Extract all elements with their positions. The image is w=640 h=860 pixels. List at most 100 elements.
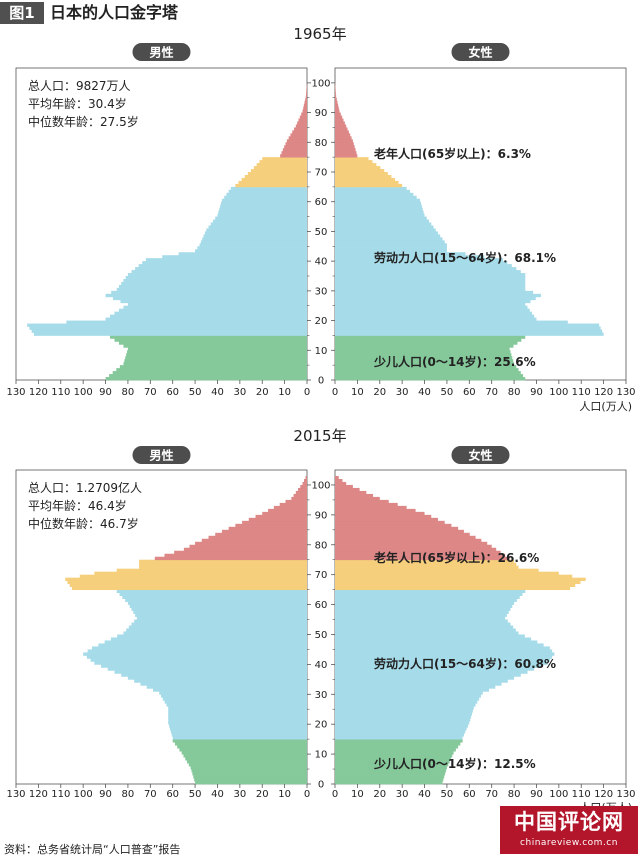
- female-x-tick-label: 70: [485, 789, 498, 800]
- female-age-bar: [335, 130, 349, 134]
- female-age-bar: [335, 745, 459, 749]
- male-age-bar: [107, 667, 308, 671]
- male-x-tick-label: 90: [99, 387, 112, 398]
- female-age-bar: [335, 160, 373, 164]
- male-age-bar: [110, 637, 307, 641]
- watermark-url: chinareview.com.cn: [520, 838, 618, 848]
- male-age-bar: [71, 586, 307, 591]
- male-x-tick-label: 20: [256, 789, 269, 800]
- male-age-bar: [202, 237, 307, 241]
- male-age-bar: [27, 323, 307, 327]
- female-age-bar: [335, 544, 492, 549]
- female-age-bar: [335, 133, 351, 137]
- stat-line: 平均年龄：46.4岁: [28, 498, 127, 513]
- female-age-bar: [335, 290, 534, 295]
- male-age-bar: [300, 484, 307, 489]
- male-age-bar: [215, 532, 307, 537]
- male-age-bar: [159, 691, 307, 695]
- female-age-bar: [335, 174, 392, 179]
- female-age-bar: [335, 121, 345, 125]
- male-age-bar: [120, 299, 307, 304]
- watermark-logo: 中国评论网 chinareview.com.cn: [500, 806, 638, 854]
- female-age-bar: [335, 622, 511, 626]
- male-age-bar: [125, 276, 307, 280]
- female-age-bar: [335, 763, 449, 767]
- female-age-bar: [335, 475, 339, 480]
- male-age-bar: [253, 166, 307, 170]
- female-x-tick-label: 30: [396, 789, 409, 800]
- male-x-tick-label: 80: [122, 387, 135, 398]
- female-age-bar: [335, 231, 438, 235]
- female-x-tick-label: 110: [572, 387, 591, 398]
- female-x-tick-label: 120: [594, 789, 613, 800]
- male-age-bar: [131, 607, 307, 611]
- female-age-bar: [335, 255, 485, 259]
- male-x-tick-label: 40: [211, 387, 224, 398]
- female-label-pill: [451, 43, 510, 61]
- male-label: 男性: [149, 45, 173, 60]
- female-age-bar: [335, 652, 555, 656]
- female-age-bar: [335, 697, 480, 701]
- female-age-bar: [335, 661, 548, 665]
- female-age-bar: [335, 754, 453, 758]
- female-x-tick-label: 40: [418, 789, 431, 800]
- female-age-bar: [335, 94, 337, 99]
- female-age-bar: [335, 712, 472, 716]
- male-age-bar: [217, 213, 307, 217]
- female-age-bar: [335, 505, 407, 510]
- age-tick-label: 30: [315, 286, 328, 297]
- female-age-bar: [335, 607, 511, 611]
- female-age-bar: [335, 127, 348, 131]
- male-age-bar: [105, 317, 308, 321]
- female-age-bar: [335, 511, 425, 516]
- male-age-bar: [128, 625, 307, 629]
- male-age-bar: [304, 100, 307, 105]
- x-axis-unit-label: 人口(万人): [579, 400, 632, 413]
- female-age-bar: [335, 649, 553, 653]
- male-age-bar: [235, 523, 307, 528]
- female-age-bar: [335, 577, 586, 582]
- male-age-bar: [123, 631, 307, 635]
- female-age-bar: [335, 580, 581, 585]
- male-age-bar: [169, 724, 307, 728]
- male-age-bar: [235, 183, 307, 188]
- female-age-bar: [335, 103, 339, 108]
- male-age-bar: [118, 284, 307, 289]
- male-label: 男性: [149, 448, 173, 463]
- male-age-bar: [127, 676, 307, 680]
- female-age-bar: [335, 281, 526, 286]
- group-annotation: 劳动力人口(15～64岁)：60.8%: [374, 656, 556, 671]
- female-age-bar: [335, 359, 514, 363]
- figure-title: 日本的人口金字塔: [50, 3, 179, 22]
- male-age-bar: [199, 243, 307, 247]
- male-age-bar: [110, 335, 307, 339]
- female-age-bar: [335, 646, 550, 650]
- male-age-bar: [127, 601, 307, 605]
- female-age-bar: [335, 154, 358, 158]
- female-age-bar: [335, 574, 573, 579]
- male-age-bar: [291, 496, 307, 501]
- male-age-bar: [259, 160, 307, 164]
- male-age-bar: [189, 544, 307, 549]
- age-tick-label: 20: [315, 316, 328, 327]
- male-age-bar: [273, 505, 307, 510]
- male-age-bar: [86, 655, 307, 659]
- age-tick-label: 60: [315, 197, 328, 208]
- male-age-bar: [168, 706, 307, 710]
- age-tick-label: 50: [315, 227, 328, 238]
- female-age-bar: [335, 655, 553, 659]
- male-age-bar: [129, 604, 307, 608]
- male-age-bar: [29, 326, 308, 330]
- female-age-bar: [335, 559, 515, 564]
- female-age-bar: [335, 169, 385, 173]
- female-age-bar: [335, 604, 513, 608]
- age-tick-label: 100: [311, 78, 330, 89]
- male-age-bar: [168, 709, 307, 713]
- male-age-bar: [98, 643, 307, 647]
- female-age-bar: [335, 724, 468, 728]
- male-age-bar: [127, 273, 307, 277]
- female-age-bar: [335, 377, 526, 381]
- male-age-bar: [146, 685, 307, 689]
- male-label-pill: [132, 446, 191, 464]
